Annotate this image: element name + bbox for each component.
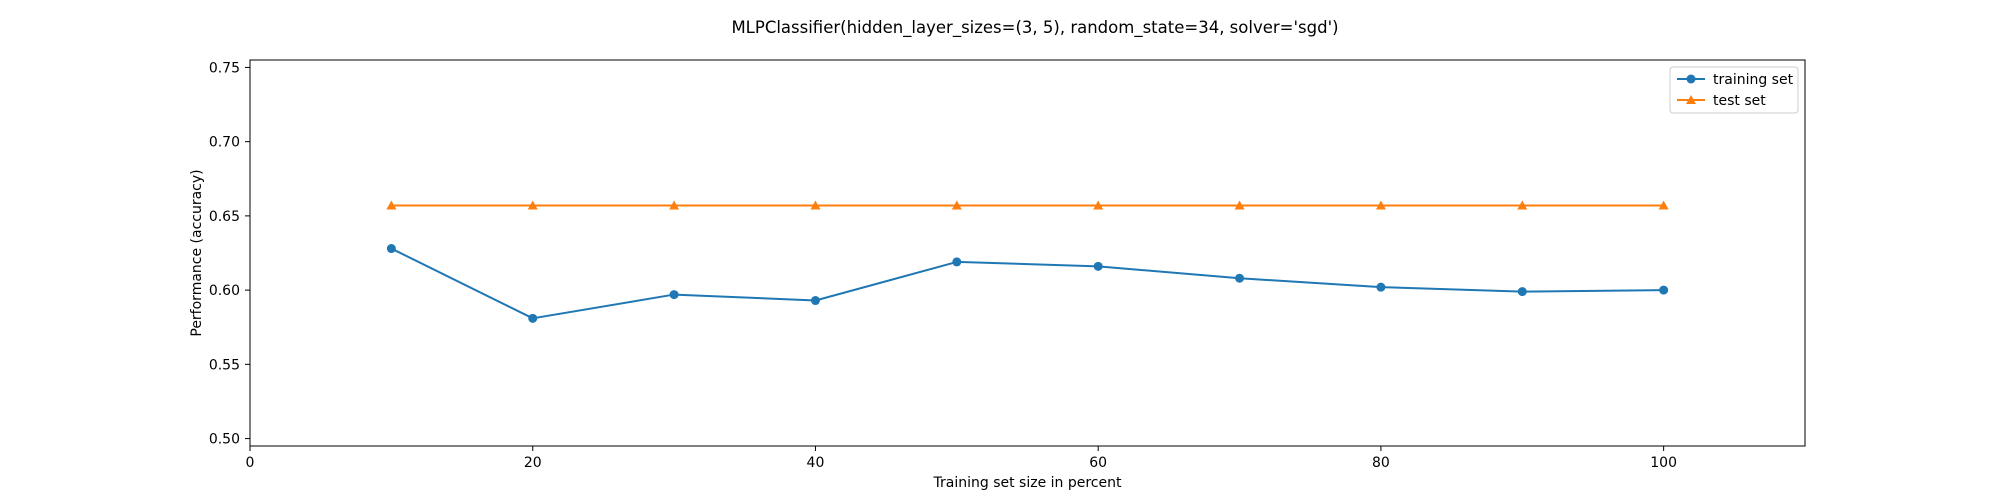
x-tick-label: 80 — [1372, 455, 1390, 471]
x-tick-label: 0 — [246, 455, 255, 471]
plot-area: 0 20 40 60 80 100 0.50 0.55 0.60 0.65 0.70 0.75 — [209, 60, 1677, 471]
data-point-training-set — [386, 244, 396, 254]
data-point-training-set — [669, 290, 679, 300]
x-tick-label: 40 — [807, 455, 825, 471]
axes-frame — [249, 59, 1806, 447]
y-tick-label: 0.50 — [209, 432, 240, 448]
legend-label-training-set: training set — [1713, 72, 1794, 88]
chart-title: MLPClassifier(hidden_layer_sizes=(3, 5),… — [731, 18, 1338, 38]
legend-triangle-marker — [1686, 95, 1696, 104]
x-tick-label: 100 — [1650, 455, 1677, 471]
data-point-test-set — [1517, 200, 1528, 210]
data-point-training-set — [1235, 273, 1245, 283]
data-point-training-set — [528, 313, 538, 323]
data-point-test-set — [810, 200, 821, 210]
legend: training set test set — [1669, 66, 1799, 114]
data-point-test-set — [1658, 200, 1669, 210]
x-tick-label: 60 — [1089, 455, 1107, 471]
x-axis-label: Training set size in percent — [933, 475, 1122, 491]
legend-label-test-set: test set — [1713, 93, 1766, 109]
data-point-training-set — [810, 296, 820, 306]
data-point-test-set — [527, 200, 538, 210]
legend-item-training-set: training set — [1677, 72, 1794, 88]
data-point-test-set — [951, 200, 962, 210]
data-point-training-set — [1093, 261, 1103, 271]
data-point-test-set — [1234, 200, 1245, 210]
series-line-training-set — [390, 247, 1664, 320]
legend-item-test-set: test set — [1677, 93, 1766, 109]
data-point-training-set — [1376, 282, 1386, 292]
data-point-test-set — [1093, 200, 1104, 210]
data-point-training-set — [1517, 287, 1527, 297]
y-tick-label: 0.70 — [209, 135, 240, 151]
y-tick-label: 0.65 — [209, 209, 240, 225]
y-tick-label: 0.60 — [209, 283, 240, 299]
data-point-test-set — [669, 200, 680, 210]
y-axis-label: Performance (accuracy) — [189, 169, 205, 336]
data-point-test-set — [1375, 200, 1386, 210]
data-point-training-set — [1659, 285, 1669, 295]
legend-circle-marker — [1686, 74, 1696, 84]
data-point-test-set — [386, 200, 397, 210]
y-tick-label: 0.55 — [209, 357, 240, 373]
data-point-training-set — [952, 257, 962, 267]
x-tick-label: 20 — [524, 455, 542, 471]
y-tick-label: 0.75 — [209, 60, 240, 76]
